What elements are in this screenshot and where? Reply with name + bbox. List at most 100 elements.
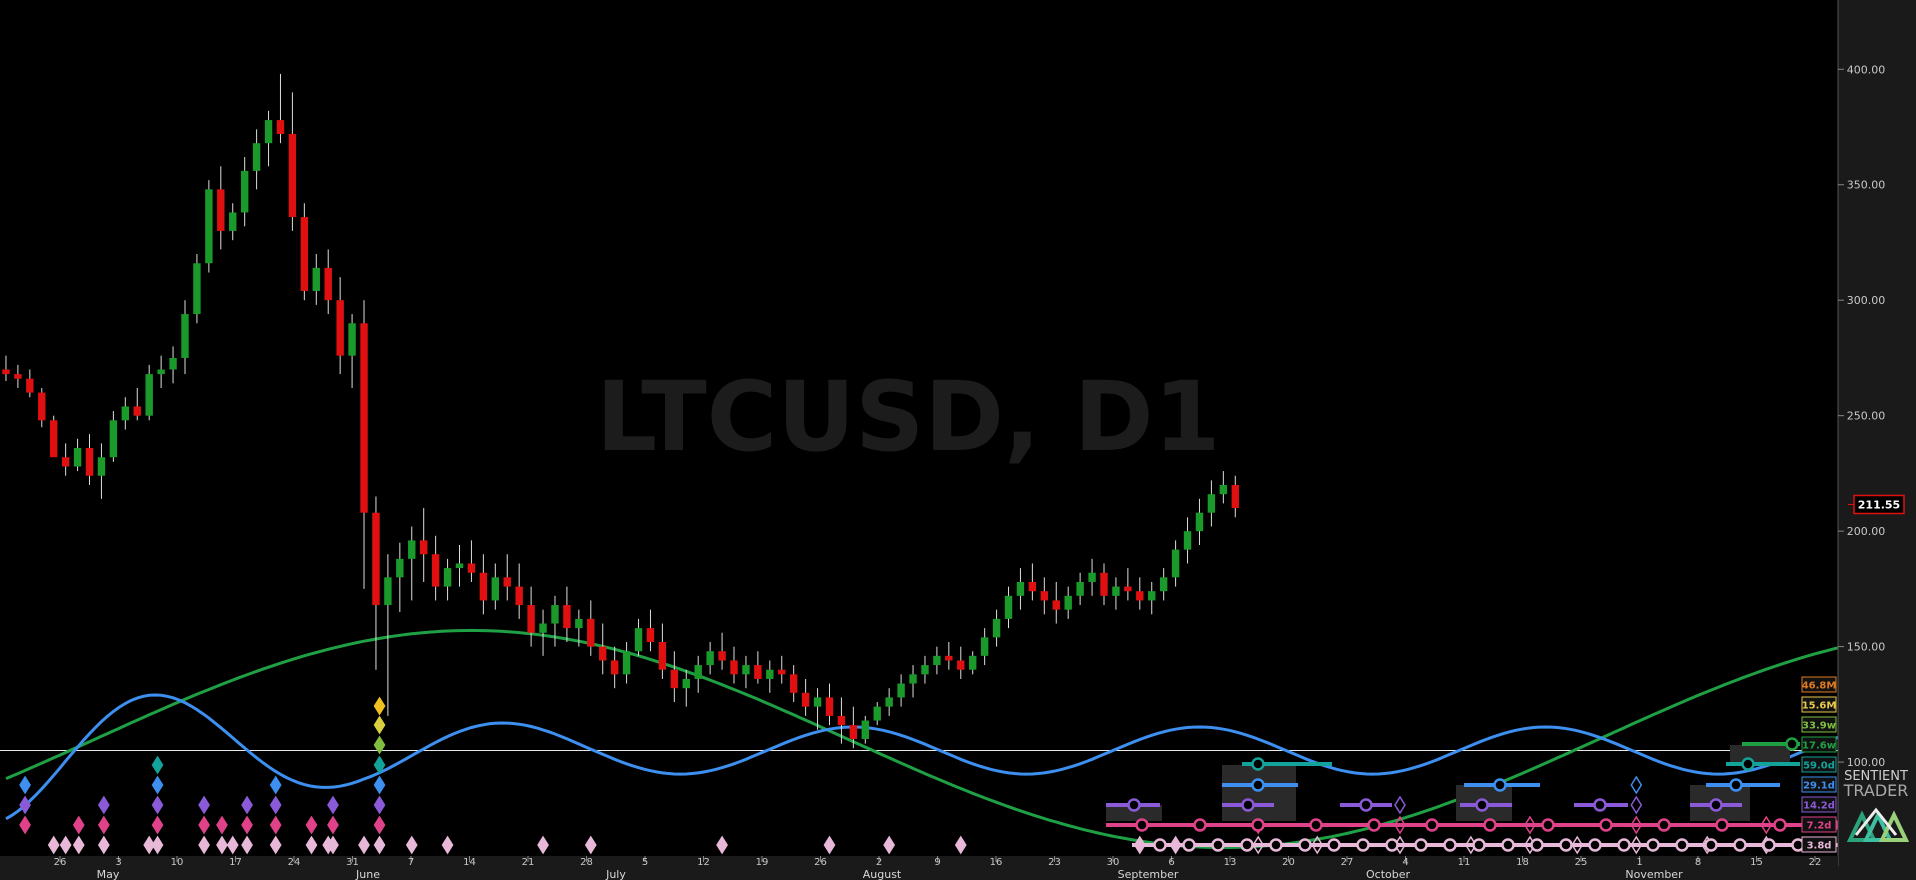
cycle-trough-marker <box>373 696 386 716</box>
x-tick-label: 12 <box>697 857 710 868</box>
projected-trough-marker <box>1394 815 1406 835</box>
phasing-node <box>1559 838 1573 852</box>
candle-body <box>1159 577 1168 592</box>
candle-body <box>50 420 58 458</box>
cycle-trough-marker <box>405 835 418 855</box>
candle-body <box>1100 572 1108 596</box>
x-month-label: August <box>863 868 902 880</box>
candle-body <box>133 406 141 416</box>
phasing-band <box>1222 765 1296 821</box>
cycle-trough-marker <box>151 755 164 775</box>
cycle-trough-marker <box>305 835 318 855</box>
candle-body <box>217 189 225 231</box>
cycle-trough-marker <box>358 835 370 855</box>
current-price-tag: 211.55 <box>1848 494 1905 515</box>
phasing-node <box>1359 798 1373 812</box>
candle-body <box>873 706 881 721</box>
candle-body <box>610 660 619 675</box>
x-tick-label: 6 <box>1168 857 1174 868</box>
x-month-label: November <box>1625 868 1683 880</box>
projected-trough-marker <box>1571 835 1584 855</box>
candle-body <box>718 651 726 661</box>
x-tick-label: 9 <box>934 857 940 868</box>
cycle-wave-29-1d <box>5 693 1845 821</box>
x-tick-label: 13 <box>1224 857 1237 868</box>
candle-body <box>778 669 786 675</box>
candle-body <box>26 378 34 393</box>
cycle-trough-marker <box>373 715 386 735</box>
candle-body <box>933 655 941 666</box>
cycle-trough-marker <box>59 835 72 855</box>
candle-body <box>38 392 46 421</box>
time-axis[interactable]: 26 3 10 17 24 31 7 14 21 28 5 12 19 26 2 9 16 23 30 6 13 20 27… <box>54 856 1822 880</box>
cycle-trough-marker <box>716 835 728 855</box>
cycle-wave-17-6w <box>5 628 1845 849</box>
cycle-trough-marker <box>97 795 110 815</box>
candle-body <box>1195 512 1204 532</box>
candle-body <box>670 669 679 689</box>
x-month-label: June <box>355 868 380 880</box>
candle-body <box>1148 591 1156 601</box>
x-tick-label: 11 <box>1458 857 1471 868</box>
cycle-label: 59.0d <box>1803 761 1835 772</box>
cycle-label: 3.8d <box>1807 841 1832 852</box>
cycle-trough-marker <box>19 815 31 835</box>
phasing-node <box>1617 838 1631 852</box>
cycle-trough-marker <box>327 815 339 835</box>
candle-body <box>837 715 846 726</box>
phasing-node <box>1298 838 1312 852</box>
projected-trough-marker <box>1630 835 1643 855</box>
candle-body <box>288 133 297 218</box>
y-tick-label: 150.00 <box>1847 641 1886 654</box>
y-tick-label: 100.00 <box>1847 756 1886 769</box>
x-month-label: July <box>605 868 626 880</box>
phasing-node <box>1135 818 1149 832</box>
phasing-node <box>1251 778 1265 792</box>
candle-body <box>419 540 428 555</box>
cycle-label: 17.6w <box>1802 741 1836 752</box>
phasing-node <box>1414 838 1428 852</box>
phasing-node <box>1211 838 1225 852</box>
phasing-node <box>1367 818 1381 832</box>
cycle-trough-marker <box>19 775 31 795</box>
candle-body <box>205 189 213 264</box>
candle-body <box>1207 494 1216 513</box>
phasing-node <box>1356 838 1370 852</box>
price-axis[interactable]: 100.00 150.00 200.00 250.00 300.00 350.00 400.… <box>1838 63 1885 769</box>
cycle-label: 46.8M <box>1802 681 1837 692</box>
y-tick-label: 400.00 <box>1847 63 1886 76</box>
cycle-trough-marker <box>226 835 239 855</box>
candle-body <box>742 665 750 675</box>
x-month-label: October <box>1366 868 1410 880</box>
candle-body <box>229 212 237 231</box>
cycle-trough-marker <box>823 835 836 855</box>
cycle-label-box <box>1801 816 1837 833</box>
x-tick-label: 19 <box>756 857 769 868</box>
cycle-label: 33.9w <box>1802 721 1836 732</box>
brand-mark-icon <box>1846 807 1910 842</box>
cycle-trough-marker <box>47 835 60 855</box>
cycle-trough-marker <box>373 755 386 775</box>
candle-body <box>240 170 249 213</box>
cycle-label-box <box>1801 676 1837 693</box>
cycle-trough-marker <box>151 775 164 795</box>
x-tick-label: 26 <box>814 857 827 868</box>
cycle-trough-marker <box>241 835 253 855</box>
candle-body <box>109 420 118 458</box>
candle-body <box>1231 484 1239 509</box>
candle-body <box>1004 595 1013 619</box>
candle-body <box>145 374 153 416</box>
cycle-phasing-panel <box>1106 737 1839 852</box>
candle-body <box>861 720 869 739</box>
cycle-trough-marker <box>269 775 282 795</box>
candle-body <box>801 692 810 707</box>
cycle-waves <box>5 628 1845 849</box>
cycle-label-box <box>1801 696 1837 713</box>
x-tick-label: 25 <box>1575 857 1588 868</box>
candle-body <box>1040 591 1049 601</box>
brand-line-2: TRADER <box>1843 781 1909 800</box>
candle-body <box>730 660 738 675</box>
candle-body <box>706 651 714 666</box>
candle-body <box>372 512 380 606</box>
